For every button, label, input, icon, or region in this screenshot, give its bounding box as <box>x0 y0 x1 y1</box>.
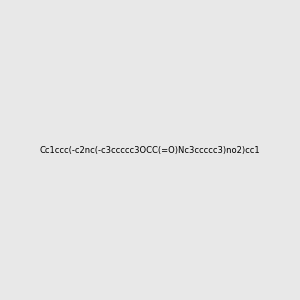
Text: Cc1ccc(-c2nc(-c3ccccc3OCC(=O)Nc3ccccc3)no2)cc1: Cc1ccc(-c2nc(-c3ccccc3OCC(=O)Nc3ccccc3)n… <box>40 146 260 154</box>
